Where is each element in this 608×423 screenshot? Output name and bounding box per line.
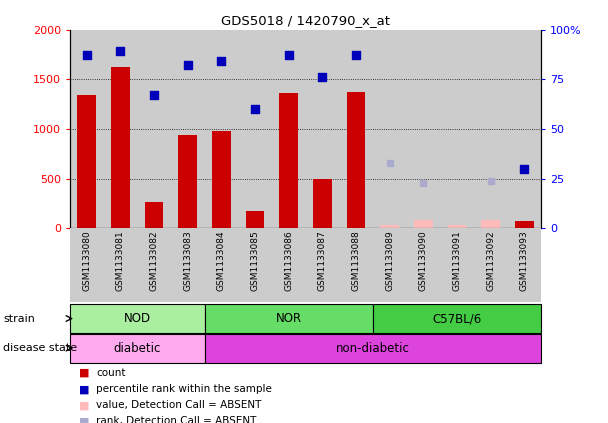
Point xyxy=(116,48,125,55)
Bar xyxy=(171,30,204,228)
Text: GSM1133080: GSM1133080 xyxy=(82,230,91,291)
Text: rank, Detection Call = ABSENT: rank, Detection Call = ABSENT xyxy=(96,416,257,423)
Bar xyxy=(373,30,407,228)
Bar xyxy=(103,228,137,302)
Bar xyxy=(238,228,272,302)
Bar xyxy=(171,228,204,302)
Bar xyxy=(373,304,541,333)
Title: GDS5018 / 1420790_x_at: GDS5018 / 1420790_x_at xyxy=(221,14,390,27)
Bar xyxy=(204,30,238,228)
Bar xyxy=(137,30,171,228)
Bar xyxy=(145,202,164,228)
Bar xyxy=(272,228,305,302)
Bar xyxy=(508,30,541,228)
Text: strain: strain xyxy=(3,313,35,324)
Bar xyxy=(111,67,130,228)
Bar xyxy=(373,228,407,302)
Bar xyxy=(204,228,238,302)
Text: NOR: NOR xyxy=(275,312,302,325)
Text: GSM1133082: GSM1133082 xyxy=(150,230,159,291)
Bar xyxy=(70,30,103,228)
Bar xyxy=(407,228,440,302)
Text: GSM1133090: GSM1133090 xyxy=(419,230,428,291)
Text: GSM1133081: GSM1133081 xyxy=(116,230,125,291)
Text: ■: ■ xyxy=(79,416,89,423)
Point xyxy=(82,52,92,59)
Point xyxy=(519,165,529,172)
Bar xyxy=(70,228,103,302)
Bar xyxy=(77,95,96,228)
Text: GSM1133084: GSM1133084 xyxy=(217,230,226,291)
Point xyxy=(486,177,496,184)
Text: disease state: disease state xyxy=(3,343,77,353)
Point xyxy=(351,52,361,59)
Bar xyxy=(339,228,373,302)
Bar xyxy=(70,334,204,363)
Point xyxy=(250,106,260,113)
Bar xyxy=(347,92,365,228)
Point xyxy=(216,58,226,65)
Bar xyxy=(339,30,373,228)
Point xyxy=(418,179,428,186)
Bar xyxy=(204,334,541,363)
Text: count: count xyxy=(96,368,126,378)
Bar xyxy=(212,131,230,228)
Text: GSM1133089: GSM1133089 xyxy=(385,230,394,291)
Bar xyxy=(440,228,474,302)
Bar xyxy=(474,30,508,228)
Text: GSM1133088: GSM1133088 xyxy=(351,230,361,291)
Bar xyxy=(515,222,534,228)
Point xyxy=(284,52,294,59)
Text: GSM1133091: GSM1133091 xyxy=(452,230,461,291)
Text: ■: ■ xyxy=(79,384,89,394)
Bar xyxy=(246,211,264,228)
Text: percentile rank within the sample: percentile rank within the sample xyxy=(96,384,272,394)
Bar xyxy=(272,30,305,228)
Bar xyxy=(482,220,500,228)
Bar xyxy=(305,228,339,302)
Text: ■: ■ xyxy=(79,400,89,410)
Bar xyxy=(305,30,339,228)
Bar xyxy=(407,30,440,228)
Point xyxy=(149,92,159,99)
Text: GSM1133086: GSM1133086 xyxy=(284,230,293,291)
Point xyxy=(317,74,327,81)
Bar xyxy=(474,228,508,302)
Bar xyxy=(70,304,204,333)
Point xyxy=(183,62,193,69)
Text: NOD: NOD xyxy=(123,312,151,325)
Text: ■: ■ xyxy=(79,368,89,378)
Text: diabetic: diabetic xyxy=(114,342,161,354)
Text: value, Detection Call = ABSENT: value, Detection Call = ABSENT xyxy=(96,400,261,410)
Bar xyxy=(414,220,432,228)
Text: GSM1133092: GSM1133092 xyxy=(486,230,495,291)
Bar xyxy=(179,135,197,228)
Text: C57BL/6: C57BL/6 xyxy=(432,312,482,325)
Bar xyxy=(204,304,373,333)
Bar xyxy=(381,225,399,228)
Bar xyxy=(440,30,474,228)
Bar xyxy=(280,93,298,228)
Bar xyxy=(238,30,272,228)
Text: GSM1133083: GSM1133083 xyxy=(183,230,192,291)
Bar xyxy=(447,225,466,228)
Bar xyxy=(103,30,137,228)
Bar xyxy=(313,179,331,228)
Point xyxy=(385,159,395,166)
Text: GSM1133085: GSM1133085 xyxy=(250,230,260,291)
Bar xyxy=(137,228,171,302)
Text: non-diabetic: non-diabetic xyxy=(336,342,410,354)
Text: GSM1133087: GSM1133087 xyxy=(318,230,327,291)
Bar xyxy=(508,228,541,302)
Text: GSM1133093: GSM1133093 xyxy=(520,230,529,291)
